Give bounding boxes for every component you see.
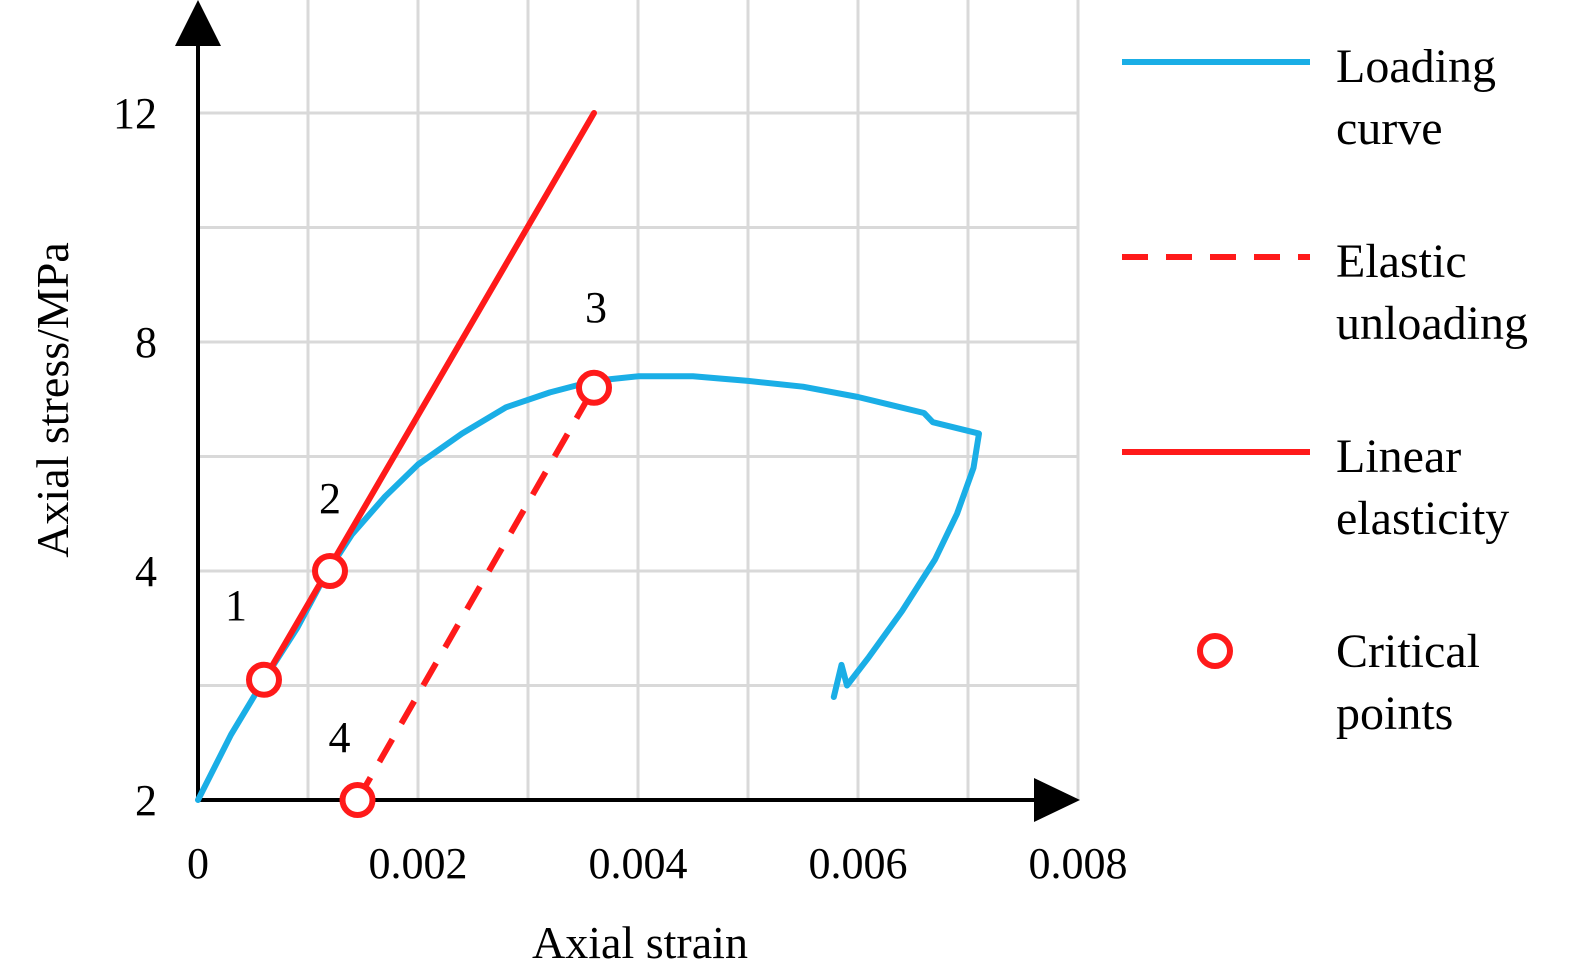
critical-point-label: 2	[319, 474, 341, 523]
x-tick-label: 0.004	[589, 839, 688, 888]
y-axis-title: Axial stress/MPa	[27, 242, 78, 558]
y-tick-label: 8	[135, 318, 157, 367]
x-tick-label: 0.008	[1029, 839, 1128, 888]
x-axis-arrow	[1034, 778, 1080, 822]
y-tick-label: 4	[135, 547, 157, 596]
x-tick-label: 0.006	[809, 839, 908, 888]
critical-point-marker	[246, 661, 282, 698]
legend-label-line1: Elastic	[1336, 235, 1467, 288]
critical-points-layer: 1 2 3 4	[225, 283, 612, 818]
linear-elasticity-line	[261, 110, 597, 683]
legend-label-line2: points	[1336, 687, 1453, 740]
legend-label-line2: elasticity	[1336, 492, 1509, 545]
critical-point-label: 3	[585, 283, 607, 332]
legend-label-line1: Critical	[1336, 625, 1480, 678]
legend-label-line1: Loading	[1336, 40, 1496, 93]
legend-label-line2: curve	[1336, 102, 1443, 155]
x-axis-title: Axial strain	[532, 917, 748, 968]
grid	[198, 0, 1080, 800]
legend-label-line2: unloading	[1336, 297, 1528, 350]
legend-marker-critical-points	[1197, 633, 1233, 669]
critical-point-marker	[339, 782, 376, 818]
x-tick-label: 0	[187, 839, 209, 888]
legend-label-line1: Linear	[1336, 430, 1461, 483]
x-tick-label: 0.002	[369, 839, 468, 888]
critical-point-label: 1	[225, 581, 247, 630]
legend: Loading curve Elastic unloading Linear elasti…	[1122, 40, 1528, 740]
axes	[175, 0, 1080, 822]
critical-point-marker	[312, 553, 348, 589]
y-tick-label: 2	[135, 776, 157, 825]
y-tick-label: 12	[113, 89, 157, 138]
y-axis-arrow	[175, 0, 221, 46]
critical-point-label: 4	[329, 713, 351, 762]
elastic-unloading-line	[354, 386, 597, 802]
critical-point-marker	[576, 369, 612, 406]
